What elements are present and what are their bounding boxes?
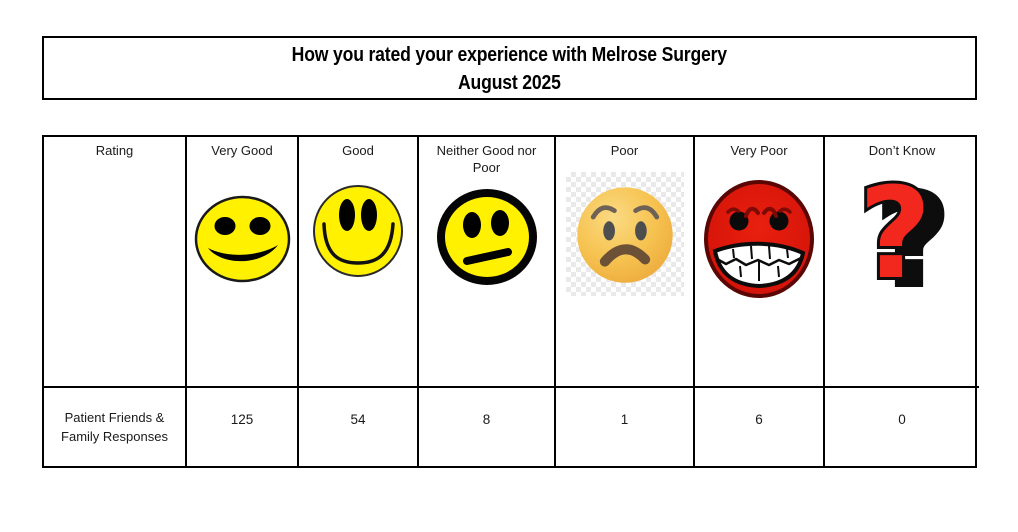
header-cell-rating: Rating bbox=[44, 137, 187, 388]
value-cell-very-good: 125 bbox=[187, 388, 299, 466]
column-label-neither-good-nor-poor: Neither Good nor Poor bbox=[436, 143, 537, 175]
value-cell-poor: 1 bbox=[556, 388, 695, 466]
row-label-cell: Patient Friends & Family Responses bbox=[44, 388, 187, 466]
question-mark-icon: ? ? ? bbox=[855, 171, 952, 301]
header-cell-dont-know: Don’t Know ? ? ? bbox=[825, 137, 979, 388]
value-cell-very-poor: 6 bbox=[695, 388, 825, 466]
title-line-2: August 2025 bbox=[44, 69, 975, 97]
neutral-smiley-icon bbox=[436, 189, 537, 285]
svg-text:?: ? bbox=[858, 171, 931, 301]
header-cell-very-poor: Very Poor bbox=[695, 137, 825, 388]
column-label-good: Good bbox=[342, 143, 374, 158]
column-label-poor: Poor bbox=[610, 143, 639, 158]
value-cell-dont-know: 0 bbox=[825, 388, 979, 466]
very-poor-angry-emoji-icon bbox=[704, 180, 814, 298]
header-cell-neither-good-nor-poor: Neither Good nor Poor bbox=[419, 137, 556, 388]
value-dont-know: 0 bbox=[898, 412, 906, 427]
header-cell-poor: Poor bbox=[556, 137, 695, 388]
title-box: How you rated your experience with Melro… bbox=[42, 36, 977, 100]
column-label-very-poor: Very Poor bbox=[730, 143, 788, 158]
good-smiley-icon bbox=[313, 185, 403, 277]
value-very-poor: 6 bbox=[755, 412, 763, 427]
svg-text:?: ? bbox=[858, 171, 931, 301]
value-good: 54 bbox=[350, 412, 366, 427]
page-subtitle: August 2025 bbox=[458, 72, 561, 94]
transparency-checkerboard bbox=[565, 172, 684, 296]
page-title: How you rated your experience with Melro… bbox=[291, 44, 728, 66]
very-good-smiley-icon bbox=[194, 195, 290, 283]
value-neither-good-nor-poor: 8 bbox=[482, 412, 491, 427]
value-cell-neither-good-nor-poor: 8 bbox=[419, 388, 556, 466]
header-cell-good: Good bbox=[299, 137, 419, 388]
value-very-good: 125 bbox=[230, 412, 254, 427]
svg-text:?: ? bbox=[876, 171, 949, 301]
title-line-1: How you rated your experience with Melro… bbox=[44, 41, 975, 69]
poor-worried-emoji-icon bbox=[576, 187, 673, 283]
value-cell-good: 54 bbox=[299, 388, 419, 466]
row-label: Patient Friends & Family Responses bbox=[61, 410, 168, 444]
header-cell-very-good: Very Good bbox=[187, 137, 299, 388]
ratings-table: Rating Very Good Good Neither Good nor P… bbox=[42, 135, 979, 468]
column-label-dont-know: Don’t Know bbox=[868, 143, 936, 158]
column-label-rating: Rating bbox=[95, 143, 134, 158]
column-label-very-good: Very Good bbox=[211, 143, 273, 158]
value-poor: 1 bbox=[620, 412, 629, 427]
